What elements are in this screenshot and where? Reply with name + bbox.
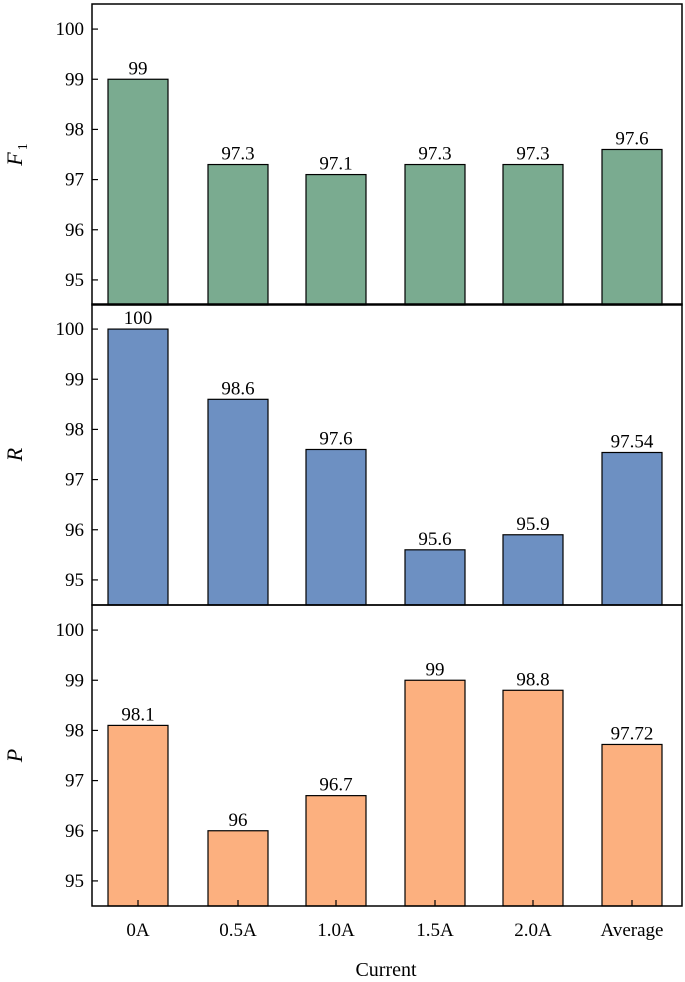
y-tick-label-top-95: 95 — [65, 270, 84, 291]
data-label-top-1: 97.3 — [221, 144, 254, 165]
x-axis-title: Current — [355, 959, 417, 981]
y-tick-label-bottom-97: 97 — [65, 771, 84, 792]
data-label-bottom-4: 98.8 — [516, 669, 549, 690]
data-label-bottom-0: 98.1 — [121, 704, 154, 725]
data-label-top-0: 99 — [129, 58, 148, 79]
panel-frame-top — [91, 3, 683, 306]
bar-middle-4 — [502, 534, 564, 606]
data-label-bottom-5: 97.72 — [611, 723, 654, 744]
bar-bottom-5 — [601, 743, 663, 907]
bar-middle-1 — [207, 398, 269, 606]
data-label-middle-3: 95.6 — [418, 529, 451, 550]
y-tick-label-middle-99: 99 — [65, 369, 84, 390]
bar-top-5 — [601, 148, 663, 306]
y-axis-title-top: F1 — [2, 143, 31, 166]
panel-top: 99 97.3 97.1 97.3 97.3 97.6 95 96 97 98 99 100 F1 — [2, 3, 683, 306]
y-tick-label-top-96: 96 — [65, 220, 84, 241]
y-tick-label-top-97: 97 — [65, 170, 84, 191]
y-axis-title-middle: R — [2, 447, 27, 462]
bar-bottom-3 — [404, 679, 466, 907]
y-tick-label-middle-98: 98 — [65, 419, 84, 440]
y-tick-label-bottom-98: 98 — [65, 720, 84, 741]
y-tick-label-top-98: 98 — [65, 119, 84, 140]
y-tick-label-bottom-96: 96 — [65, 821, 84, 842]
x-tick-label-4: 2.0A — [514, 920, 552, 941]
panel-frame-bottom — [91, 604, 683, 907]
panel-frame-middle — [91, 303, 683, 606]
panel-bottom: 98.1 96 96.7 99 98.8 97.72 95 96 97 98 99 100 P — [2, 604, 683, 907]
bar-middle-0 — [107, 328, 169, 606]
bar-bottom-1 — [207, 830, 269, 907]
y-tick-label-middle-97: 97 — [65, 470, 84, 491]
bar-bottom-2 — [305, 795, 367, 907]
bar-top-4 — [502, 163, 564, 306]
x-tick-label-0: 0A — [126, 920, 150, 941]
x-tick-label-2: 1.0A — [317, 920, 355, 941]
data-label-middle-5: 97.54 — [611, 431, 654, 452]
y-tick-label-bottom-99: 99 — [65, 670, 84, 691]
y-tick-label-middle-96: 96 — [65, 520, 84, 541]
data-label-top-3: 97.3 — [418, 144, 451, 165]
data-label-middle-4: 95.9 — [516, 514, 549, 535]
bar-top-3 — [404, 163, 466, 306]
bar-top-0 — [107, 78, 169, 306]
data-label-top-2: 97.1 — [319, 154, 352, 175]
y-tick-label-bottom-100: 100 — [56, 620, 85, 641]
bar-middle-3 — [404, 549, 466, 606]
bar-middle-2 — [305, 448, 367, 606]
y-tick-label-middle-95: 95 — [65, 570, 84, 591]
panel-middle: 100 98.6 97.6 95.6 95.9 97.54 95 96 97 98 99 100 R — [2, 303, 683, 606]
y-tick-label-top-99: 99 — [65, 69, 84, 90]
data-label-bottom-2: 96.7 — [319, 775, 352, 796]
y-axis-title-bottom: P — [2, 749, 27, 763]
data-label-middle-0: 100 — [124, 308, 153, 329]
data-label-top-5: 97.6 — [615, 128, 648, 149]
x-tick-label-3: 1.5A — [416, 920, 454, 941]
bar-bottom-0 — [107, 724, 169, 907]
bar-top-1 — [207, 163, 269, 306]
bar-middle-5 — [601, 451, 663, 606]
data-label-middle-1: 98.6 — [221, 378, 254, 399]
y-tick-label-bottom-95: 95 — [65, 871, 84, 892]
y-tick-label-top-100: 100 — [56, 19, 85, 40]
y-tick-label-middle-100: 100 — [56, 319, 85, 340]
x-tick-label-1: 0.5A — [219, 920, 257, 941]
data-label-middle-2: 97.6 — [319, 428, 352, 449]
data-label-bottom-1: 96 — [229, 810, 248, 831]
x-tick-label-5: Average — [601, 920, 664, 941]
data-label-bottom-3: 99 — [426, 659, 445, 680]
data-label-top-4: 97.3 — [516, 144, 549, 165]
bar-bottom-4 — [502, 689, 564, 907]
bar-top-2 — [305, 173, 367, 306]
